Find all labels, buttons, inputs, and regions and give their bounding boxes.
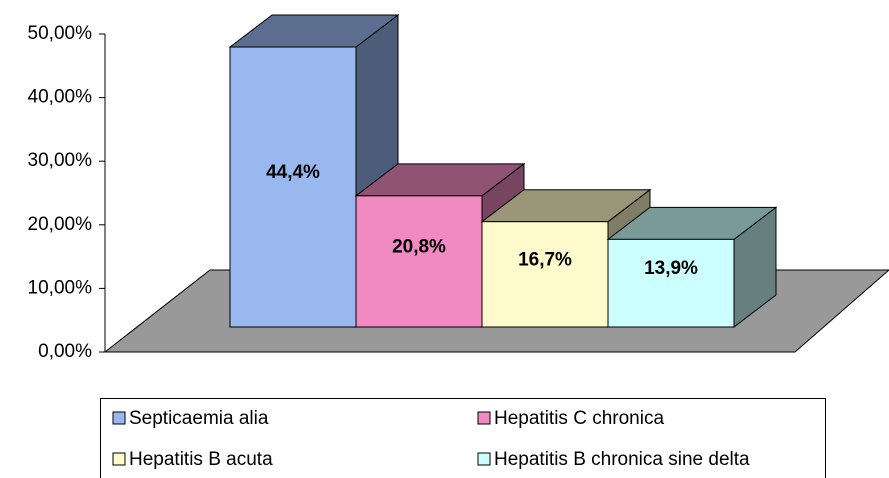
legend: [100, 398, 826, 478]
legend-label: Hepatitis C chronica: [494, 408, 664, 429]
legend-swatch: [477, 452, 491, 466]
y-tick-label: 50,00%: [28, 23, 93, 44]
y-tick-label: 30,00%: [28, 150, 93, 171]
y-tick-label: 0,00%: [38, 341, 92, 362]
legend-swatch: [112, 452, 126, 466]
legend-swatch: [112, 411, 126, 425]
value-label: 44,4%: [266, 162, 320, 183]
value-label: 16,7%: [518, 249, 572, 270]
value-label: 13,9%: [644, 258, 698, 279]
legend-swatch: [477, 411, 491, 425]
bar-front: [229, 46, 357, 328]
y-tick-label: 40,00%: [28, 87, 93, 108]
bar-front: [481, 221, 609, 328]
legend-label: Hepatitis B chronica sine delta: [494, 449, 750, 470]
y-tick-label: 10,00%: [28, 277, 93, 298]
y-tick-label: 20,00%: [28, 214, 93, 235]
legend-label: Septicaemia alia: [129, 408, 269, 429]
value-label: 20,8%: [392, 236, 446, 257]
bar: [606, 206, 778, 329]
bar-front: [355, 195, 483, 328]
legend-label: Hepatitis B acuta: [129, 449, 273, 470]
bar-front: [607, 238, 735, 328]
